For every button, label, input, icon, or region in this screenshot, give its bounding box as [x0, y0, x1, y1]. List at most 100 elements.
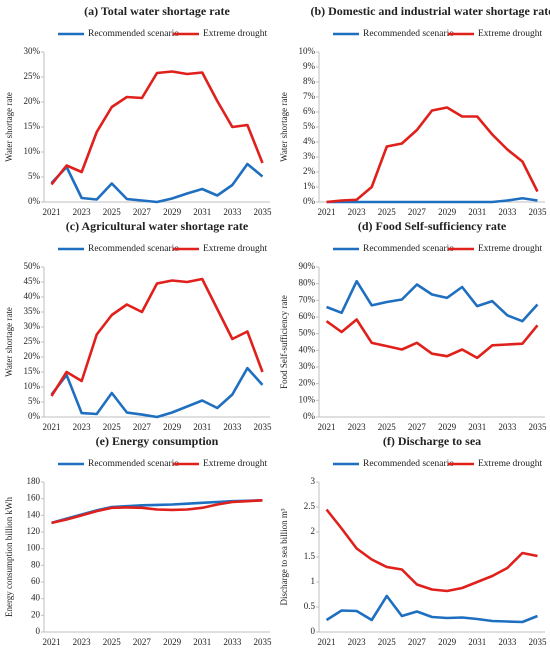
- legend-label: Recommended scenario: [363, 459, 454, 469]
- y-tick-label: 2%: [303, 166, 316, 176]
- x-tick-label: 2035: [253, 422, 272, 432]
- y-tick-label: 7%: [303, 91, 316, 101]
- chart-title: (f) Discharge to sea: [383, 434, 481, 448]
- series-line: [325, 508, 538, 593]
- y-axis-title: Water shortage rate: [4, 92, 14, 162]
- y-tick-label: 20: [31, 609, 41, 619]
- y-tick-label: 30%: [24, 321, 41, 331]
- y-tick-label: 80: [31, 559, 41, 569]
- y-tick-label: 40%: [299, 344, 316, 354]
- x-tick-label: 2029: [163, 207, 182, 217]
- x-tick-label: 2025: [378, 422, 397, 432]
- y-tick-label: 3%: [303, 151, 316, 161]
- y-tick-label: 9%: [303, 61, 316, 71]
- y-tick-label: 8%: [303, 76, 316, 86]
- y-tick-label: 80%: [299, 278, 316, 288]
- y-tick-label: 2.5: [304, 501, 316, 511]
- x-tick-label: 2031: [468, 422, 486, 432]
- y-tick-label: 0%: [28, 196, 41, 206]
- x-tick-label: 2027: [408, 207, 427, 217]
- legend-label: Extreme drought: [478, 459, 542, 469]
- x-tick-label: 2033: [498, 422, 517, 432]
- x-tick-label: 2035: [253, 207, 272, 217]
- y-tick-label: 140: [27, 509, 41, 519]
- x-tick-label: 2021: [43, 637, 61, 647]
- y-tick-label: 0%: [303, 411, 316, 421]
- legend-label: Extreme drought: [478, 29, 542, 39]
- y-tick-label: 90%: [299, 261, 316, 271]
- x-tick-label: 2029: [438, 207, 457, 217]
- y-tick-label: 0: [36, 626, 41, 636]
- x-tick-label: 2021: [318, 422, 336, 432]
- series-line: [50, 366, 264, 419]
- x-tick-label: 2027: [133, 207, 152, 217]
- y-tick-label: 10%: [24, 146, 41, 156]
- x-tick-label: 2035: [528, 207, 547, 217]
- y-tick-label: 25%: [24, 71, 41, 81]
- series-line: [51, 499, 263, 525]
- y-tick-label: 60: [31, 576, 41, 586]
- y-tick-label: 20%: [24, 96, 41, 106]
- x-tick-label: 2029: [438, 422, 457, 432]
- series-line: [326, 106, 539, 204]
- y-tick-label: 0%: [303, 196, 316, 206]
- y-tick-label: 100: [27, 543, 41, 553]
- x-tick-label: 2021: [43, 207, 61, 217]
- legend-label: Extreme drought: [203, 244, 267, 254]
- y-tick-label: 10%: [299, 46, 316, 56]
- x-tick-label: 2023: [348, 637, 367, 647]
- x-tick-label: 2021: [318, 207, 336, 217]
- legend-label: Extreme drought: [203, 29, 267, 39]
- x-tick-label: 2031: [193, 637, 211, 647]
- y-tick-label: 0: [311, 626, 316, 636]
- y-tick-label: 25%: [24, 336, 41, 346]
- x-tick-label: 2031: [193, 207, 211, 217]
- legend-label: Extreme drought: [203, 459, 267, 469]
- x-tick-label: 2027: [133, 422, 152, 432]
- y-tick-label: 6%: [303, 106, 316, 116]
- y-axis-title: Food Self-sufficiency rate: [279, 295, 289, 389]
- chart-title: (a) Total water shortage rate: [84, 4, 230, 18]
- y-tick-label: 5%: [28, 171, 41, 181]
- y-tick-label: 0.5: [304, 601, 316, 611]
- y-tick-label: 1%: [303, 181, 316, 191]
- y-tick-label: 180: [27, 476, 41, 486]
- x-tick-label: 2033: [498, 207, 517, 217]
- y-tick-label: 2: [311, 526, 316, 536]
- x-tick-label: 2035: [253, 637, 272, 647]
- y-tick-label: 40%: [24, 291, 41, 301]
- y-tick-label: 20%: [299, 378, 316, 388]
- series-line: [325, 318, 539, 360]
- legend-label: Recommended scenario: [88, 244, 179, 254]
- x-tick-label: 2027: [408, 422, 427, 432]
- series-line: [51, 499, 263, 525]
- x-tick-label: 2025: [378, 207, 397, 217]
- x-tick-label: 2029: [163, 422, 182, 432]
- y-tick-label: 40: [31, 593, 41, 603]
- x-tick-label: 2033: [223, 207, 242, 217]
- chart-title: (b) Domestic and industrial water shorta…: [310, 4, 550, 18]
- x-tick-label: 2025: [103, 422, 122, 432]
- y-tick-label: 160: [27, 493, 41, 503]
- y-tick-label: 4%: [303, 136, 316, 146]
- y-tick-label: 15%: [24, 366, 41, 376]
- x-tick-label: 2023: [73, 637, 92, 647]
- legend-label: Extreme drought: [478, 244, 542, 254]
- x-tick-label: 2025: [103, 207, 122, 217]
- x-tick-label: 2029: [438, 637, 457, 647]
- y-tick-label: 3: [311, 476, 316, 486]
- y-axis-title: Water shortage rate: [4, 307, 14, 377]
- x-tick-label: 2027: [133, 637, 152, 647]
- x-tick-label: 2031: [193, 422, 211, 432]
- x-tick-label: 2027: [408, 637, 427, 647]
- legend-label: Recommended scenario: [88, 459, 179, 469]
- y-tick-label: 50%: [24, 261, 41, 271]
- chart-title: (c) Agricultural water shortage rate: [66, 219, 249, 233]
- y-tick-label: 45%: [24, 276, 41, 286]
- y-axis-title: Energy consumption billion kWh: [4, 496, 14, 617]
- series-line: [50, 70, 264, 186]
- legend-label: Recommended scenario: [88, 29, 179, 39]
- series-line: [325, 594, 538, 624]
- x-tick-label: 2023: [73, 422, 92, 432]
